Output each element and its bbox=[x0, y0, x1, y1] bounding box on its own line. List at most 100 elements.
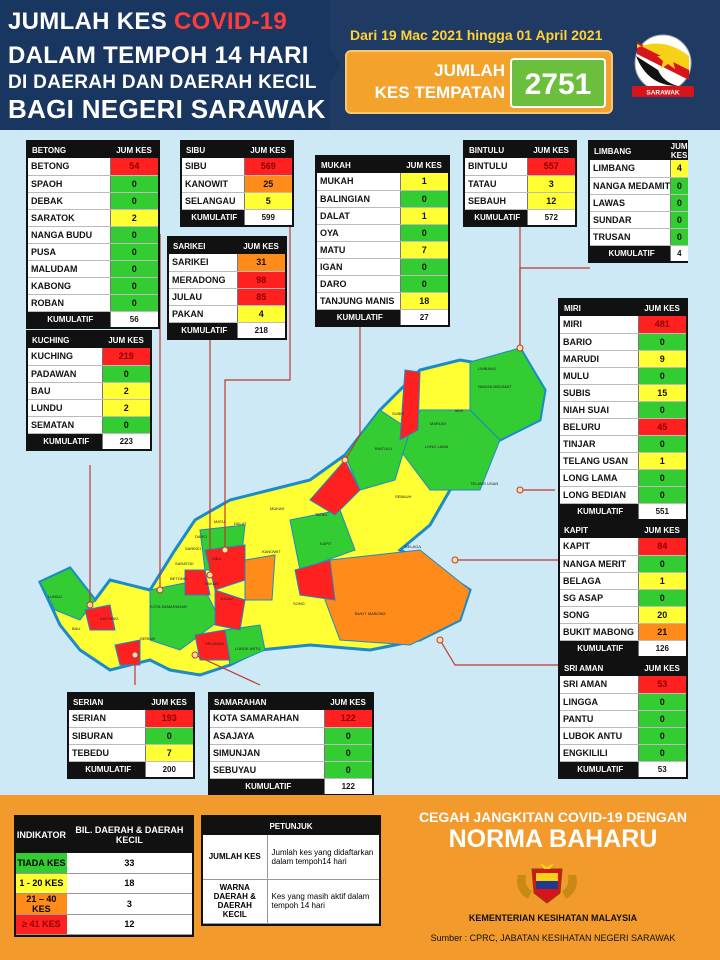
case-count: 1 bbox=[637, 572, 686, 590]
case-count: 0 bbox=[637, 435, 686, 453]
cumulative-row: KUMULATIF 200 bbox=[69, 761, 193, 777]
legend-row: 21 – 40 KES 3 bbox=[16, 893, 192, 915]
case-count: 5 bbox=[243, 192, 292, 210]
table-row: KABONG 0 bbox=[28, 277, 158, 295]
table-row: NANGA MERIT 0 bbox=[560, 555, 686, 573]
district-region-green bbox=[224, 624, 266, 666]
case-count: 0 bbox=[637, 710, 686, 728]
cumulative-value: 223 bbox=[101, 433, 150, 449]
case-count: 0 bbox=[144, 727, 193, 745]
table-row: BINTULU 557 bbox=[465, 158, 575, 176]
svg-text:DARO: DARO bbox=[195, 534, 207, 539]
table-row: NANGA MEDAMIT 0 bbox=[590, 177, 688, 195]
cumulative-value: 218 bbox=[236, 322, 285, 338]
division-name: MUKAH bbox=[317, 157, 400, 173]
cumulative-label: KUMULATIF bbox=[182, 209, 244, 225]
district-region-green bbox=[289, 509, 356, 571]
table-row: LUBOK ANTU 0 bbox=[560, 727, 686, 745]
case-count: 0 bbox=[109, 243, 158, 261]
district-name: LUBOK ANTU bbox=[560, 727, 638, 745]
cumulative-row: KUMULATIF 551 bbox=[560, 503, 686, 519]
case-count: 0 bbox=[101, 365, 150, 383]
table-betong: BETONG JUM KES BETONG 54 SPAOH 0 DEBAK 0 SARATOK… bbox=[26, 140, 160, 329]
table-row: MULU 0 bbox=[560, 367, 686, 385]
district-name: SIBU bbox=[182, 158, 244, 176]
svg-text:LUBOK ANTU: LUBOK ANTU bbox=[235, 646, 260, 651]
cumulative-row: KUMULATIF 27 bbox=[317, 309, 448, 325]
svg-text:KANOWIT: KANOWIT bbox=[262, 549, 281, 554]
case-count: 0 bbox=[637, 333, 686, 351]
table-row: SUNDAR 0 bbox=[590, 211, 688, 229]
table-row: MATU 7 bbox=[317, 241, 448, 259]
table-row: LONG LAMA 0 bbox=[560, 469, 686, 487]
case-count: 0 bbox=[670, 211, 688, 229]
table-serian: SERIAN JUM KES SERIAN 193 SIBURAN 0 TEBEDU 7 KUM… bbox=[67, 692, 195, 779]
case-count: 15 bbox=[637, 384, 686, 402]
legend-table: INDIKATOR BIL. DAERAH & DAERAH KECIL TIAD… bbox=[14, 815, 194, 937]
case-count: 219 bbox=[101, 348, 150, 366]
table-limbang: LIMBANG JUM KES LIMBANG 4 NANGA MEDAMIT 0 LAWA… bbox=[588, 140, 688, 263]
cumulative-label: KUMULATIF bbox=[210, 778, 324, 794]
district-region-red bbox=[194, 629, 231, 661]
case-count: 1 bbox=[399, 173, 448, 191]
table-row: PUSA 0 bbox=[28, 243, 158, 261]
table-row: LUNDU 2 bbox=[28, 399, 150, 417]
case-count: 12 bbox=[526, 192, 575, 210]
case-count: 2 bbox=[101, 382, 150, 400]
case-count: 569 bbox=[243, 158, 292, 176]
svg-text:MUKAH: MUKAH bbox=[270, 506, 285, 511]
table-mukah: MUKAH JUM KES MUKAH 1 BALINGIAN 0 DALAT 1 OYA 0 MA… bbox=[315, 155, 450, 327]
ministry-name: KEMENTERIAN KESIHATAN MALAYSIA bbox=[468, 913, 638, 923]
table-row: MIRI 481 bbox=[560, 316, 686, 334]
district-name: TEBEDU bbox=[69, 744, 145, 762]
table-row: SUBIS 15 bbox=[560, 384, 686, 402]
case-count: 0 bbox=[399, 275, 448, 293]
table-row: DARO 0 bbox=[317, 275, 448, 293]
case-count: 0 bbox=[670, 194, 688, 212]
table-row: BALINGIAN 0 bbox=[317, 190, 448, 208]
district-name: DALAT bbox=[317, 207, 400, 225]
case-column-header: JUM KES bbox=[638, 522, 686, 538]
case-count: 7 bbox=[399, 241, 448, 259]
table-row: MARUDI 9 bbox=[560, 350, 686, 368]
source-note: Sumber : CPRC, JABATAN KESIHATAN NEGERI … bbox=[430, 933, 676, 943]
district-name: SPAOH bbox=[28, 175, 110, 193]
table-row: SRI AMAN 53 bbox=[560, 676, 686, 694]
legend-indicator: ≥ 41 KES bbox=[16, 914, 67, 935]
case-column-header: JUM KES bbox=[670, 142, 688, 160]
cumulative-label: KUMULATIF bbox=[590, 245, 671, 261]
table-row: SIBURAN 0 bbox=[69, 727, 193, 745]
district-name: ENGKILILI bbox=[560, 744, 638, 762]
svg-text:KUCHING: KUCHING bbox=[100, 616, 118, 621]
table-row: MERADONG 98 bbox=[169, 271, 285, 289]
case-count: 0 bbox=[109, 175, 158, 193]
case-count: 7 bbox=[144, 744, 193, 762]
svg-text:MIRI: MIRI bbox=[455, 408, 463, 413]
division-name: SERIAN bbox=[69, 694, 145, 710]
district-region-red bbox=[214, 589, 246, 631]
case-count: 85 bbox=[236, 288, 285, 306]
table-row: PADAWAN 0 bbox=[28, 365, 150, 383]
cumulative-row: KUMULATIF 223 bbox=[28, 433, 150, 449]
legend-row: TIADA KES 33 bbox=[16, 853, 192, 874]
case-count: 0 bbox=[109, 277, 158, 295]
table-sriaman: SRI AMAN JUM KES SRI AMAN 53 LINGGA 0 PANTU 0 LU… bbox=[558, 658, 688, 779]
district-name: TINJAR bbox=[560, 435, 638, 453]
table-bintulu: BINTULU JUM KES BINTULU 557 TATAU 3 SEBAUH 12 KU… bbox=[463, 140, 577, 227]
case-count: 0 bbox=[637, 589, 686, 607]
district-name: NIAH SUAI bbox=[560, 401, 638, 419]
cumulative-row: KUMULATIF 599 bbox=[182, 209, 292, 225]
case-count: 25 bbox=[243, 175, 292, 193]
district-name: TELANG USAN bbox=[560, 452, 638, 470]
table-row: SELANGAU 5 bbox=[182, 192, 292, 210]
svg-text:SIBU: SIBU bbox=[212, 556, 221, 561]
district-name: MALUDAM bbox=[28, 260, 110, 278]
footer-panel: INDIKATOR BIL. DAERAH & DAERAH KECIL TIAD… bbox=[0, 795, 720, 960]
district-name: BETONG bbox=[28, 158, 110, 176]
table-row: SEBAUH 12 bbox=[465, 192, 575, 210]
cumulative-label: KUMULATIF bbox=[560, 503, 638, 519]
cumulative-label: KUMULATIF bbox=[28, 433, 102, 449]
division-name: KUCHING bbox=[28, 332, 102, 348]
district-name: ROBAN bbox=[28, 294, 110, 312]
cumulative-value: 122 bbox=[323, 778, 372, 794]
